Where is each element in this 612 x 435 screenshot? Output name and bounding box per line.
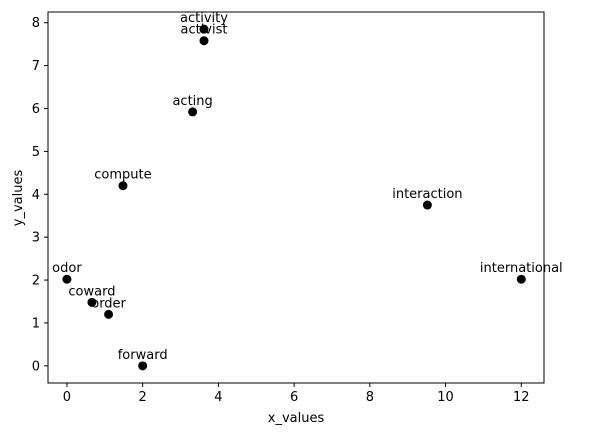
data-label-international: international	[480, 261, 563, 276]
y-tick-label: 1	[32, 316, 40, 331]
data-label-acting: acting	[172, 94, 212, 109]
data-point-order	[104, 309, 114, 319]
data-point-forward	[138, 361, 148, 371]
data-label-activity: activity	[180, 11, 228, 26]
x-tick-label: 2	[139, 390, 147, 405]
y-tick-label: 5	[32, 145, 40, 160]
data-point-compute	[118, 181, 128, 191]
data-label-coward: coward	[68, 284, 115, 299]
data-label-compute: compute	[94, 168, 151, 183]
data-label-odor: odor	[52, 261, 82, 276]
data-point-activist	[199, 36, 209, 46]
x-tick-label: 0	[63, 390, 71, 405]
data-label-activist: activist	[180, 23, 227, 38]
y-axis-label: y_values	[11, 170, 26, 227]
x-tick-label: 4	[214, 390, 222, 405]
x-tick-label: 6	[290, 390, 298, 405]
data-point-activity	[199, 24, 209, 34]
plot-frame	[47, 11, 545, 384]
x-tick-label: 10	[437, 390, 454, 405]
data-label-order: order	[91, 296, 126, 311]
y-tick-label: 4	[32, 188, 40, 203]
data-point-international	[516, 274, 526, 284]
data-label-interaction: interaction	[392, 187, 462, 202]
data-label-forward: forward	[118, 348, 168, 363]
x-axis-label: x_values	[268, 411, 325, 426]
y-tick-label: 0	[32, 359, 40, 374]
y-tick-label: 6	[32, 102, 40, 117]
data-point-odor	[62, 274, 72, 284]
data-point-coward	[87, 297, 97, 307]
data-point-acting	[188, 107, 198, 117]
y-tick-label: 2	[32, 274, 40, 289]
y-tick-label: 7	[32, 59, 40, 74]
x-tick-label: 8	[366, 390, 374, 405]
y-tick-label: 3	[32, 231, 40, 246]
y-tick-label: 8	[32, 16, 40, 31]
x-tick-label: 12	[513, 390, 530, 405]
data-point-interaction	[422, 200, 432, 210]
